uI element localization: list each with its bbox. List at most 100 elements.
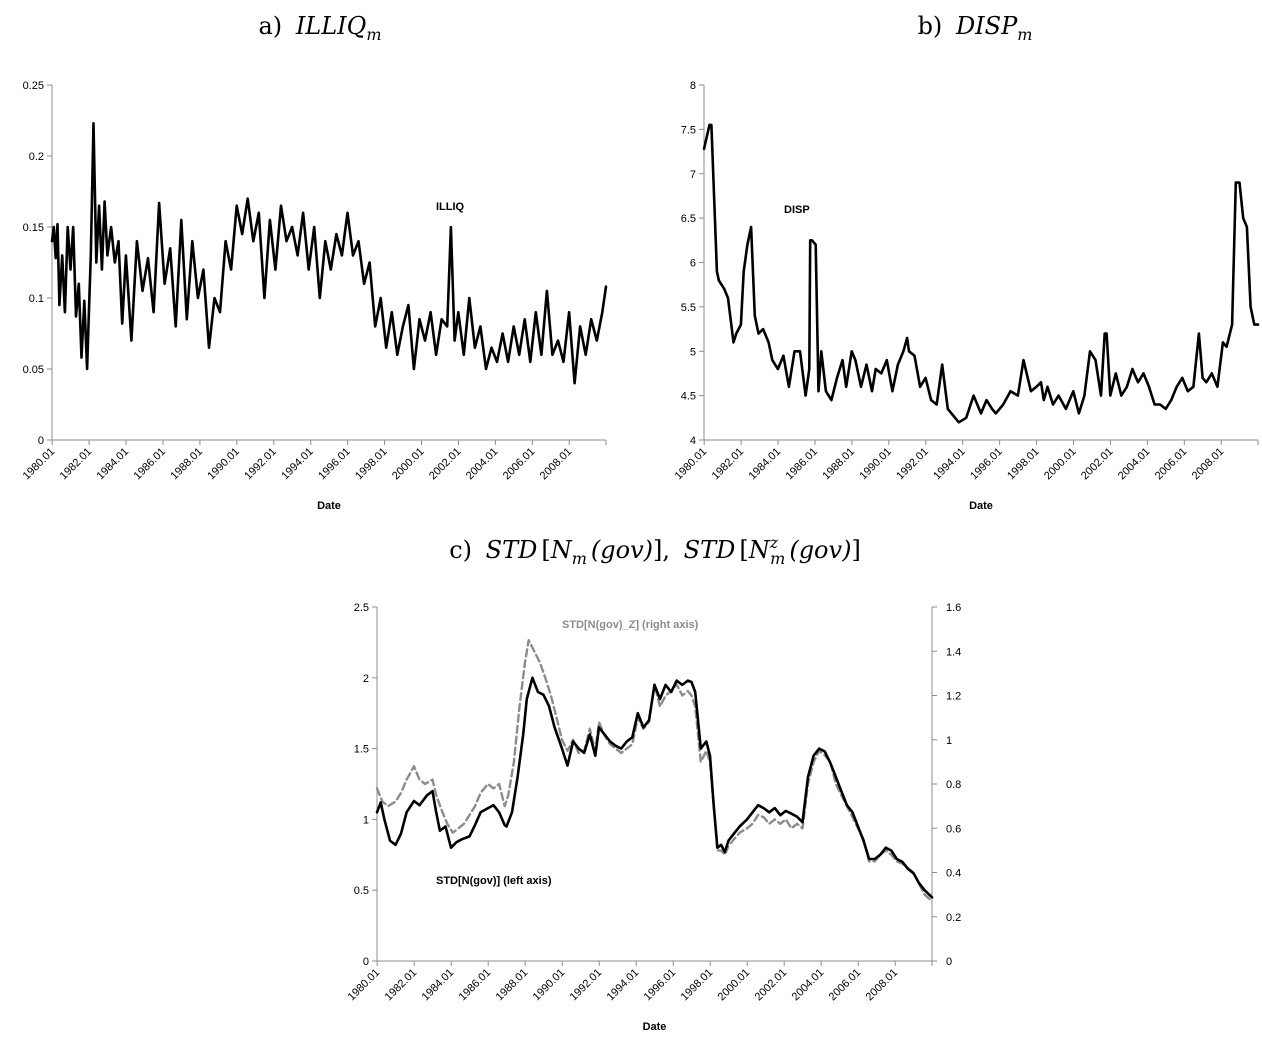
x-tick-label: 1984.01: [747, 446, 784, 483]
x-tick-label: 1992.01: [894, 446, 931, 483]
y-tick-label: 1: [363, 814, 369, 826]
y2-tick-label: 0.2: [946, 912, 961, 924]
panel-c-gov-1: (gov): [591, 536, 653, 564]
x-tick-label: 1988.01: [168, 446, 205, 483]
panel-b-title: b) DISPm: [918, 12, 1033, 44]
y2-tick-label: 0.4: [946, 868, 961, 880]
panel-c-letter: c): [449, 536, 472, 564]
x-tick-label: 1992.01: [568, 967, 605, 1004]
y-tick-label: 0.2: [29, 151, 44, 163]
y-tick-label: 0.05: [23, 364, 44, 376]
y-tick-label: 0.25: [23, 80, 44, 92]
y-tick-label: 7: [690, 169, 696, 181]
x-tick-label: 1986.01: [457, 967, 494, 1004]
x-tick-label: 1986.01: [784, 446, 821, 483]
x-tick-label: 1982.01: [58, 446, 95, 483]
panel-a-symbol: ILLIQ: [295, 12, 367, 40]
y-tick-label: 4.5: [681, 391, 696, 403]
x-tick-label: 2002.01: [753, 967, 790, 1004]
y-tick-label: 0: [38, 435, 44, 447]
y2-tick-label: 0.8: [946, 779, 961, 791]
x-tick-label: 2002.01: [1079, 446, 1116, 483]
y2-tick-label: 1.4: [946, 646, 961, 658]
series-line-std-n-gov-: [375, 676, 934, 899]
series-line-disp: [702, 123, 1260, 424]
x-tick-label: 2006.01: [827, 967, 864, 1004]
x-tick-label: 1988.01: [494, 967, 531, 1004]
y-tick-label: 8: [690, 80, 696, 92]
y2-tick-label: 1.2: [946, 691, 961, 703]
x-tick-label: 2008.01: [864, 967, 901, 1004]
right-axis-annotation: STD[N(gov)_Z] (right axis): [562, 619, 699, 631]
y-tick-label: 5: [690, 346, 696, 358]
panel-c-sub-1: m: [572, 549, 587, 568]
x-tick-label: 2006.01: [501, 446, 538, 483]
x-tick-label: 2008.01: [538, 446, 575, 483]
y2-tick-label: 1: [946, 735, 952, 747]
x-tick-label: 2000.01: [390, 446, 427, 483]
y-tick-label: 2: [363, 673, 369, 685]
y2-tick-label: 0: [946, 956, 952, 968]
x-tick-label: 1992.01: [242, 446, 279, 483]
x-tick-label: 2008.01: [1190, 446, 1227, 483]
panel-c-n-1: N: [550, 536, 573, 564]
y-tick-label: 1.5: [354, 744, 369, 756]
y-tick-label: 6: [690, 258, 696, 270]
panel-b-symbol: DISP: [955, 12, 1018, 40]
panel-c-n-2: N: [748, 536, 771, 564]
panel-c-title: c) STD [Nm (gov)], STD [Nz m (gov)]: [449, 533, 861, 568]
x-tick-label: 1986.01: [132, 446, 169, 483]
y-tick-label: 0.5: [354, 885, 369, 897]
panel-c-std-1: STD: [486, 536, 538, 564]
x-tick-label: 1988.01: [820, 446, 857, 483]
x-tick-label: 1990.01: [857, 446, 894, 483]
x-tick-label: 1994.01: [605, 967, 642, 1004]
left-axis-annotation: STD[N(gov)] (left axis): [436, 875, 552, 887]
x-tick-label: 1998.01: [353, 446, 390, 483]
series-line-illiq: [50, 122, 608, 385]
y-tick-label: 4: [690, 435, 696, 447]
panel-c-bracket-open-2: [: [739, 536, 748, 564]
x-tick-label: 2002.01: [427, 446, 464, 483]
y-tick-label: 2.5: [354, 602, 369, 614]
panel-c-sup-2: z: [769, 533, 779, 552]
chart-std-gov: 0 0.5 1 1.5 2 2.5 1980.01 1982.01 1984.01 1986.01…: [346, 602, 962, 1033]
x-tick-label: 1984.01: [420, 967, 457, 1004]
x-tick-label: 2000.01: [1042, 446, 1079, 483]
x-tick-label: 1984.01: [95, 446, 132, 483]
y-tick-label: 7.5: [681, 124, 696, 136]
panel-a-title: a) ILLIQm: [259, 12, 382, 44]
y2-tick-label: 1.6: [946, 602, 961, 614]
y-tick-label: 6.5: [681, 213, 696, 225]
panel-b-subscript: m: [1017, 25, 1032, 44]
x-tick-label: 1996.01: [642, 967, 679, 1004]
y-tick-label: 0: [363, 956, 369, 968]
panel-c-gov-2: (gov): [789, 536, 851, 564]
panel-a-letter: a): [259, 12, 283, 40]
x-tick-label: 1998.01: [679, 967, 716, 1004]
x-axis-label: Date: [969, 500, 993, 512]
panel-c-sub-2: m: [770, 549, 785, 568]
y-tick-label: 0.15: [23, 222, 44, 234]
x-tick-label: 1982.01: [383, 967, 420, 1004]
series-annotation: DISP: [784, 204, 810, 216]
chart-illiq: 0 0.05 0.1 0.15 0.2 0.25 1980.01 1982.01 1984.01…: [21, 80, 608, 512]
x-tick-label: 1994.01: [931, 446, 968, 483]
x-tick-label: 2000.01: [716, 967, 753, 1004]
x-tick-label: 1980.01: [673, 446, 710, 483]
panel-c-std-2: STD: [684, 536, 736, 564]
x-tick-label: 1980.01: [346, 967, 383, 1004]
panel-c-bracket-open-1: [: [541, 536, 550, 564]
x-tick-label: 1996.01: [968, 446, 1005, 483]
x-tick-label: 1980.01: [21, 446, 58, 483]
x-tick-label: 1990.01: [531, 967, 568, 1004]
x-tick-label: 2004.01: [790, 967, 827, 1004]
series-annotation: ILLIQ: [436, 201, 465, 213]
y2-tick-label: 0.6: [946, 823, 961, 835]
panel-a-subscript: m: [366, 25, 381, 44]
panel-b-letter: b): [918, 12, 943, 40]
x-axis-label: Date: [317, 500, 341, 512]
x-axis-label: Date: [643, 1021, 667, 1033]
x-tick-label: 1982.01: [710, 446, 747, 483]
